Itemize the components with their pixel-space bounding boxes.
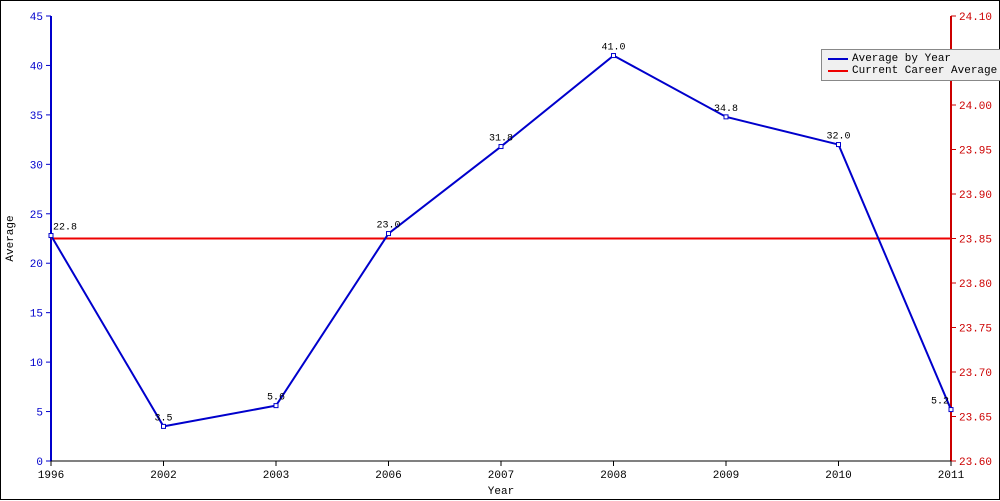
y-left-tick-label: 35 <box>30 111 43 123</box>
data-marker <box>612 54 616 58</box>
y-left-tick-label: 25 <box>30 210 43 222</box>
y-right-tick-label: 23.95 <box>959 146 992 158</box>
data-label: 23.0 <box>376 221 400 232</box>
data-label: 41.0 <box>601 43 625 54</box>
y-left-axis-label: Average <box>5 215 17 261</box>
y-left-tick-label: 0 <box>36 457 43 469</box>
data-label: 32.0 <box>826 132 850 143</box>
x-tick-label: 2002 <box>150 470 176 482</box>
data-label: 5.6 <box>267 393 285 404</box>
legend: Average by YearCurrent Career Average <box>821 49 1000 81</box>
legend-label: Average by Year <box>852 53 951 65</box>
y-right-tick-label: 23.70 <box>959 368 992 380</box>
data-marker <box>49 234 53 238</box>
chart-container: 0 5 10 15 20 25 30 35 40 45 Average 23.60 23.65 23.70… <box>0 0 1000 500</box>
y-left-tick-label: 20 <box>30 259 43 271</box>
data-marker <box>837 143 841 147</box>
data-label: 31.8 <box>489 134 513 145</box>
y-right-tick-label: 23.80 <box>959 279 992 291</box>
y-left-tick-label: 10 <box>30 358 43 370</box>
x-tick-label: 2007 <box>488 470 514 482</box>
x-tick-label: 2010 <box>825 470 851 482</box>
y-right-tick-label: 23.85 <box>959 235 992 247</box>
average-by-year-line <box>51 56 951 427</box>
legend-item: Average by Year <box>828 53 997 65</box>
y-left-tick-label: 15 <box>30 309 43 321</box>
data-marker <box>499 145 503 149</box>
legend-swatch <box>828 58 848 60</box>
legend-swatch <box>828 70 848 72</box>
data-marker <box>387 232 391 236</box>
x-tick-label: 2006 <box>375 470 401 482</box>
y-right-tick-label: 23.65 <box>959 413 992 425</box>
data-label: 5.2 <box>931 397 949 408</box>
data-label: 3.5 <box>154 413 172 424</box>
x-tick-label: 2008 <box>600 470 626 482</box>
y-left-tick-label: 5 <box>36 408 43 420</box>
y-right-tick-label: 23.75 <box>959 324 992 336</box>
data-marker <box>949 408 953 412</box>
x-tick-label: 2011 <box>938 470 965 482</box>
y-right-tick-label: 23.90 <box>959 190 992 202</box>
x-tick-label: 2003 <box>263 470 289 482</box>
x-tick-label: 1996 <box>38 470 64 482</box>
y-left-tick-label: 40 <box>30 61 43 73</box>
data-label: 22.8 <box>53 223 77 234</box>
legend-label: Current Career Average <box>852 65 997 77</box>
x-tick-label: 2009 <box>713 470 739 482</box>
data-marker <box>724 115 728 119</box>
y-right-tick-label: 24.10 <box>959 12 992 24</box>
y-left-tick-label: 45 <box>30 12 43 24</box>
y-right-tick-label: 23.60 <box>959 457 992 469</box>
x-axis-label: Year <box>488 486 514 498</box>
data-marker <box>162 424 166 428</box>
data-marker <box>274 404 278 408</box>
legend-item: Current Career Average <box>828 65 997 77</box>
y-left-tick-label: 30 <box>30 160 43 172</box>
y-right-tick-label: 24.00 <box>959 101 992 113</box>
data-label: 34.8 <box>714 104 738 115</box>
